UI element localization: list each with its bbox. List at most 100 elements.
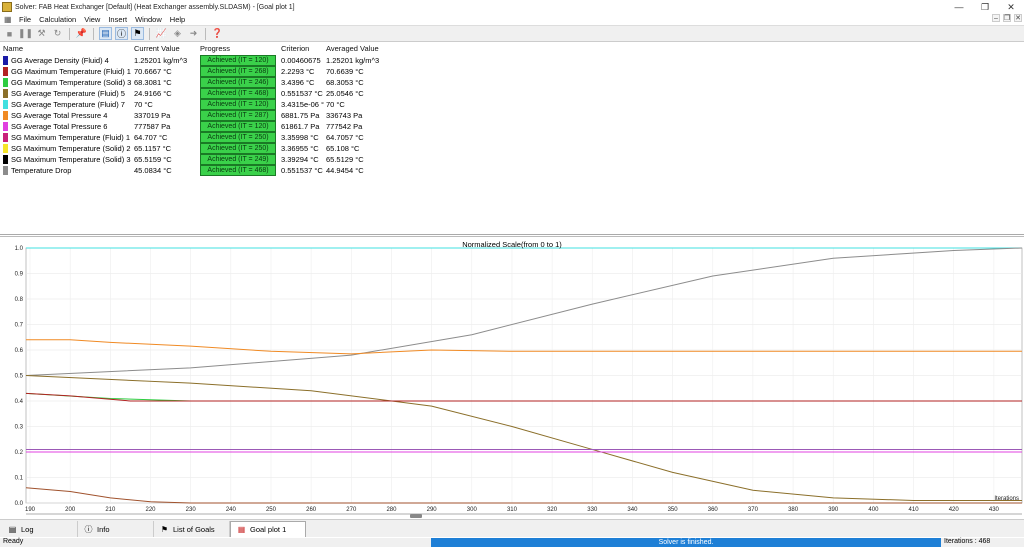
x-axis-label: Iterations xyxy=(994,496,1019,502)
goal-current-value: 68.3081 °C xyxy=(134,78,172,87)
x-tick-label: 320 xyxy=(547,507,558,513)
goal-averaged-value: 65.5129 °C xyxy=(326,155,364,164)
goal-row[interactable]: Temperature Drop 45.0834 °C Achieved (IT =… xyxy=(0,165,390,176)
goal-averaged-value: 25.0546 °C xyxy=(326,89,364,98)
goal-row[interactable]: SG Average Total Pressure 6 777587 Pa Achi… xyxy=(0,121,390,132)
stop-icon[interactable]: ■ xyxy=(6,28,13,39)
goal-name: SG Average Temperature (Fluid) 7 xyxy=(11,100,125,109)
series-line xyxy=(25,247,1023,376)
x-tick-label: 330 xyxy=(587,507,598,513)
x-tick-label: 220 xyxy=(145,507,156,513)
goal-progress-badge: Achieved (IT = 120) xyxy=(200,121,276,132)
series-color-swatch xyxy=(3,155,8,164)
header-averaged-value[interactable]: Averaged Value xyxy=(326,44,379,53)
pin-icon[interactable]: 📌 xyxy=(75,28,88,38)
mdi-close-icon[interactable]: ✕ xyxy=(1014,14,1022,22)
goal-row[interactable]: SG Maximum Temperature (Solid) 2 65.1157 … xyxy=(0,143,390,154)
pause-icon[interactable]: ❚❚ xyxy=(17,28,34,38)
goal-progress-badge: Achieved (IT = 120) xyxy=(200,99,276,110)
preview-icon[interactable]: ◈ xyxy=(174,28,181,38)
splitter-handle[interactable] xyxy=(410,514,422,518)
help-icon[interactable]: ❓ xyxy=(211,28,224,38)
goal-row[interactable]: SG Maximum Temperature (Fluid) 1 64.707 °… xyxy=(0,132,390,143)
goal-progress-badge: Achieved (IT = 250) xyxy=(200,143,276,154)
goal-criterion: 2.2293 °C xyxy=(281,67,315,76)
goal-progress-badge: Achieved (IT = 120) xyxy=(200,55,276,66)
series-line xyxy=(25,487,1022,504)
close-icon[interactable]: ✕ xyxy=(1007,1,1015,12)
horizontal-scrollbar[interactable] xyxy=(26,513,1022,515)
y-tick-label: 0.0 xyxy=(15,501,24,507)
x-tick-label: 390 xyxy=(828,507,839,513)
x-tick-label: 360 xyxy=(708,507,719,513)
goal-averaged-value: 777542 Pa xyxy=(326,122,363,131)
refresh-icon[interactable]: ↻ xyxy=(53,28,62,38)
goal-name: SG Average Total Pressure 6 xyxy=(11,122,108,131)
menu-window[interactable]: Window xyxy=(135,15,162,24)
toolbar-separator xyxy=(205,27,206,40)
goal-averaged-value: 336743 Pa xyxy=(326,111,363,120)
menu-calculation[interactable]: Calculation xyxy=(39,15,77,24)
goal-row[interactable]: SG Average Total Pressure 4 337019 Pa Achi… xyxy=(0,110,390,121)
tab-goal-plot-1[interactable]: ▦ Goal plot 1 xyxy=(230,521,306,537)
goal-row[interactable]: SG Average Temperature (Fluid) 7 70 °C Ach… xyxy=(0,99,390,110)
iterations-count: Iterations : 468 xyxy=(944,538,991,545)
header-current-value[interactable]: Current Value xyxy=(134,44,180,53)
goal-row[interactable]: SG Maximum Temperature (Solid) 3 65.5159 … xyxy=(0,154,390,165)
mdi-restore-icon[interactable]: ❐ xyxy=(1003,14,1011,22)
goal-progress-badge: Achieved (IT = 250) xyxy=(200,132,276,143)
menu-insert[interactable]: Insert xyxy=(108,15,128,24)
y-tick-label: 0.3 xyxy=(15,425,24,431)
series-color-swatch xyxy=(3,144,8,153)
x-tick-label: 340 xyxy=(627,507,638,513)
tab-list-of-goals[interactable]: ⚑ List of Goals xyxy=(154,521,230,537)
header-progress[interactable]: Progress xyxy=(200,44,231,53)
goals-table: Name Current Value Progress Criterion Av… xyxy=(0,43,1024,235)
goal-name: SG Average Temperature (Fluid) 5 xyxy=(11,89,125,98)
y-tick-label: 0.8 xyxy=(15,297,24,303)
series-color-swatch xyxy=(3,56,8,65)
tab-info[interactable]: ⓘ Info xyxy=(78,521,154,537)
log-icon[interactable]: ▤ xyxy=(99,27,112,40)
menu-view[interactable]: View xyxy=(84,15,101,24)
goal-name: GG Maximum Temperature (Solid) 3 xyxy=(11,78,132,87)
y-tick-label: 0.5 xyxy=(15,374,24,380)
goal-progress-badge: Achieved (IT = 246) xyxy=(200,77,276,88)
solver-status: Solver is finished. xyxy=(431,538,941,547)
minimize-icon[interactable]: — xyxy=(954,2,964,12)
menu-help[interactable]: Help xyxy=(169,15,186,24)
goal-row[interactable]: GG Maximum Temperature (Fluid) 1 70.6667 … xyxy=(0,66,390,77)
menu-file[interactable]: File xyxy=(19,15,32,24)
arrow-icon[interactable]: ➜ xyxy=(189,28,198,38)
goal-current-value: 70.6667 °C xyxy=(134,67,172,76)
goal-criterion: 3.39294 °C xyxy=(281,155,319,164)
goal-plot-chart[interactable]: 0.0 0.1 0.2 0.3 0.4 0.5 0.6 0.7 0.8 0.9 1.0 190 200 2… xyxy=(0,237,1024,515)
header-name[interactable]: Name xyxy=(3,44,24,53)
series-line xyxy=(26,339,1022,355)
goal-row[interactable]: GG Maximum Temperature (Solid) 3 68.3081 … xyxy=(0,77,390,88)
goal-row[interactable]: SG Average Temperature (Fluid) 5 24.9166 … xyxy=(0,88,390,99)
app-icon xyxy=(2,2,12,12)
window-title: Solver: FAB Heat Exchanger [Default] (He… xyxy=(15,3,295,11)
goal-criterion: 3.4315e-06 ° xyxy=(281,100,325,109)
goal-current-value: 1.25201 kg/m^3 xyxy=(134,56,188,65)
goal-row[interactable]: GG Average Density (Fluid) 4 1.25201 kg/m… xyxy=(0,55,390,66)
window-controls: — ❐ ✕ xyxy=(946,0,1024,14)
x-tick-label: 310 xyxy=(507,507,518,513)
goals-flag-icon[interactable]: ⚑ xyxy=(131,27,144,40)
series-color-swatch xyxy=(3,67,8,76)
series-color-swatch xyxy=(3,111,8,120)
document-menu-icon[interactable]: ▦ xyxy=(4,15,12,24)
y-tick-label: 0.4 xyxy=(15,399,24,405)
goal-criterion: 0.551537 °C xyxy=(281,166,323,175)
title-bar: Solver: FAB Heat Exchanger [Default] (He… xyxy=(0,0,1024,14)
info-icon[interactable]: ⓘ xyxy=(115,27,128,40)
mdi-minimize-icon[interactable]: – xyxy=(992,14,1000,22)
goal-plot-icon[interactable]: 📈 xyxy=(155,28,168,38)
hammer-icon[interactable]: ⚒ xyxy=(37,28,46,38)
x-tick-label: 380 xyxy=(788,507,799,513)
goal-criterion: 3.4396 °C xyxy=(281,78,315,87)
tab-log[interactable]: ▤ Log xyxy=(2,521,78,537)
header-criterion[interactable]: Criterion xyxy=(281,44,310,53)
restore-icon[interactable]: ❐ xyxy=(980,1,990,12)
